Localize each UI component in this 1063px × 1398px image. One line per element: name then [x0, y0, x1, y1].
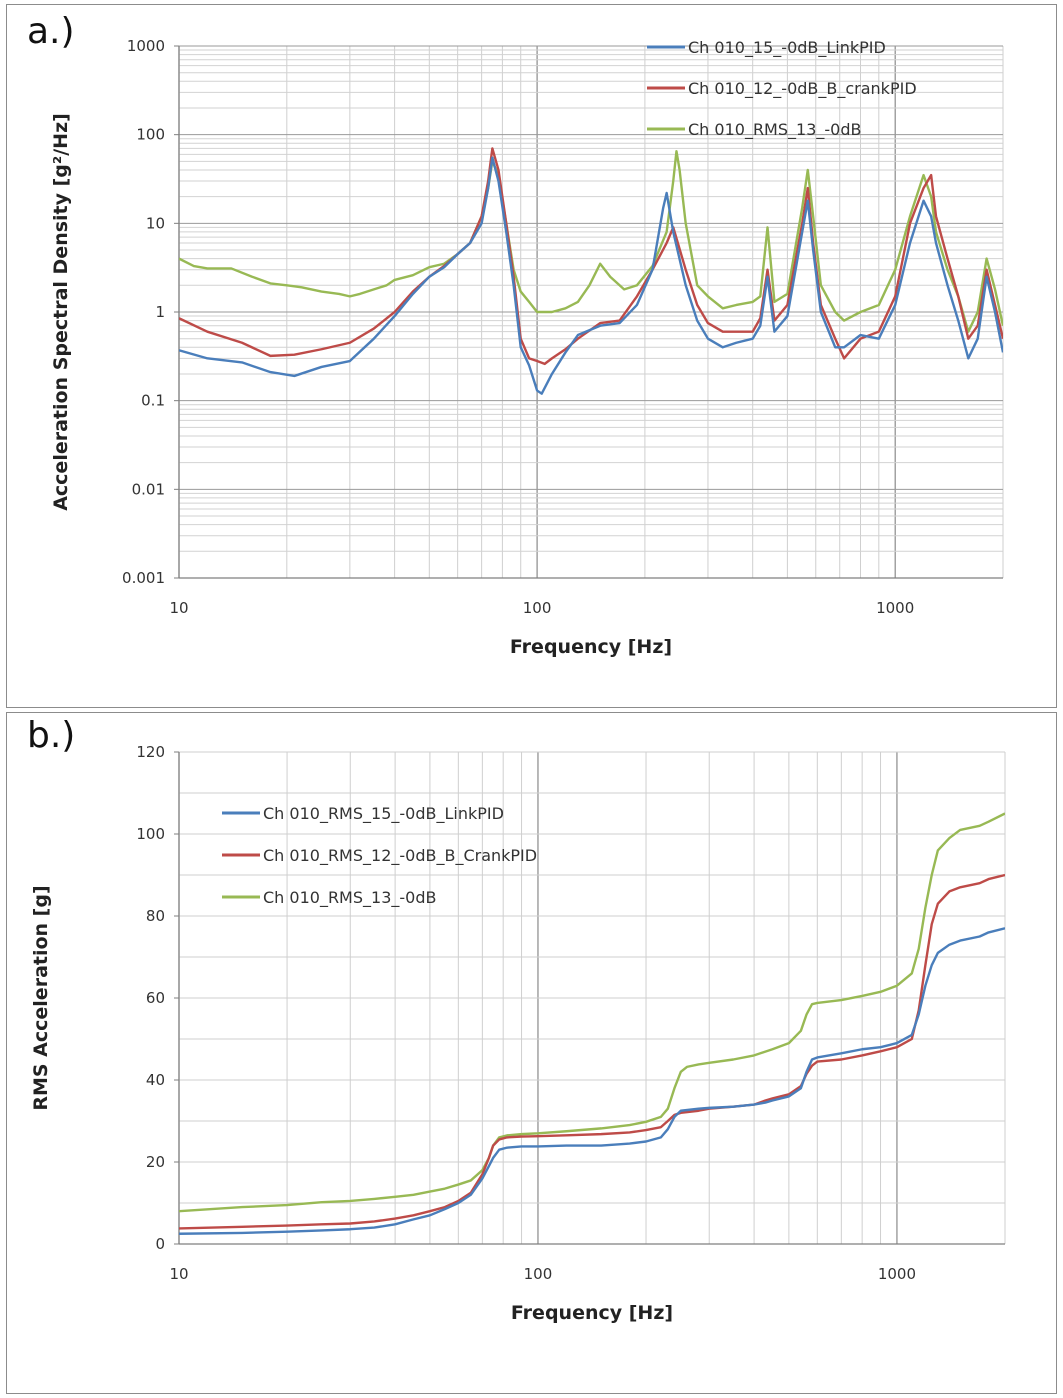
y-tick-label: 0 — [155, 1235, 165, 1253]
x-tick-label: 1000 — [878, 1265, 916, 1283]
x-tick-label: 100 — [523, 599, 552, 617]
y-tick-label: 60 — [146, 989, 165, 1007]
y-tick-label: 1 — [155, 303, 165, 321]
x-axis-title: Frequency [Hz] — [510, 636, 672, 658]
series-line-2 — [179, 151, 1003, 331]
y-axis-title: Acceleration Spectral Density [g²/Hz] — [50, 113, 72, 511]
y-tick-label: 100 — [136, 825, 165, 843]
x-axis-title: Frequency [Hz] — [511, 1302, 673, 1324]
y-axis-title: RMS Acceleration [g] — [30, 885, 52, 1110]
y-tick-label: 80 — [146, 907, 165, 925]
asd-chart: 0.001 0.01 0.1 1 10 100 1000 10 100 1000 Frequency… — [7, 5, 1056, 707]
y-tick-label: 0.01 — [132, 480, 165, 498]
y-tick-label: 20 — [146, 1153, 165, 1171]
series-line-0 — [179, 928, 1005, 1233]
y-tick-label: 100 — [136, 126, 165, 144]
grid — [179, 752, 1005, 1244]
legend-label: Ch 010_RMS_13_-0dB — [263, 888, 436, 908]
legend-label: Ch 010_15_-0dB_LinkPID — [688, 38, 886, 58]
legend-label: Ch 010_RMS_15_-0dB_LinkPID — [263, 804, 504, 824]
x-tick-label: 10 — [169, 1265, 188, 1283]
series-line-1 — [179, 875, 1005, 1228]
x-tick-label: 1000 — [876, 599, 914, 617]
x-tick-label: 100 — [524, 1265, 553, 1283]
legend-label: Ch 010_RMS_12_-0dB_B_CrankPID — [263, 846, 537, 866]
series-line-2 — [179, 814, 1005, 1212]
y-tick-label: 0.1 — [141, 392, 165, 410]
legend-label: Ch 010_12_-0dB_B_crankPID — [688, 79, 917, 99]
legend-label: Ch 010_RMS_13_-0dB — [688, 120, 861, 140]
y-tick-label: 120 — [136, 743, 165, 761]
chart-panel-b: b.) 0 20 40 60 80 100 120 10 100 1000 Frequency [H… — [6, 712, 1057, 1394]
x-tick-label: 10 — [169, 599, 188, 617]
rms-chart: 0 20 40 60 80 100 120 10 100 1000 Frequency [Hz] RM… — [7, 713, 1056, 1393]
grid — [179, 46, 1003, 578]
y-tick-label: 1000 — [127, 37, 165, 55]
y-tick-label: 10 — [146, 214, 165, 232]
y-tick-label: 40 — [146, 1071, 165, 1089]
chart-panel-a: a.) 0.001 0.01 0.1 1 10 100 1000 10 100 1000 Frequ… — [6, 4, 1057, 708]
y-tick-label: 0.001 — [122, 569, 165, 587]
